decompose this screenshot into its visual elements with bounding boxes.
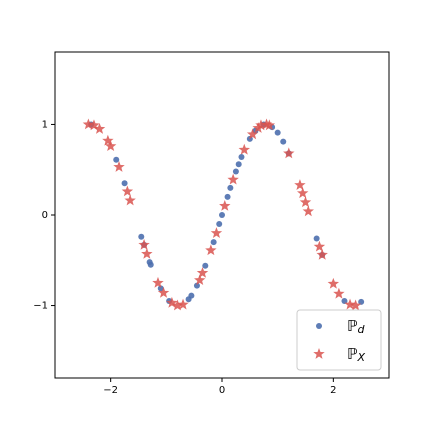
point — [102, 134, 114, 146]
legend-marker — [313, 348, 325, 359]
point — [157, 286, 170, 298]
point — [152, 276, 164, 288]
point — [274, 129, 281, 136]
legend: ℙd ℙX — [296, 309, 382, 371]
point — [216, 221, 223, 228]
point — [188, 292, 195, 299]
point — [358, 298, 365, 305]
point — [147, 261, 154, 268]
point — [210, 239, 217, 246]
point — [313, 235, 320, 242]
point — [313, 240, 326, 252]
point — [238, 143, 250, 155]
point — [327, 277, 340, 289]
x-tick-label: 0 — [219, 385, 225, 396]
point — [227, 184, 234, 191]
point — [341, 298, 348, 305]
x-tick-label: −2 — [103, 385, 118, 396]
point — [104, 140, 117, 152]
x-tick-label: 2 — [330, 385, 336, 396]
point — [227, 173, 239, 185]
point — [299, 196, 312, 208]
point — [280, 138, 287, 145]
point — [88, 119, 100, 131]
point — [283, 147, 295, 159]
point — [232, 168, 239, 175]
point — [177, 298, 189, 310]
point — [344, 298, 356, 310]
point — [171, 299, 184, 311]
point — [294, 179, 306, 190]
point — [121, 185, 134, 197]
point — [166, 296, 178, 308]
point — [205, 244, 217, 256]
point — [93, 122, 106, 134]
point — [297, 187, 309, 199]
point — [246, 128, 259, 140]
point — [219, 212, 225, 218]
point — [219, 199, 231, 211]
point — [113, 161, 125, 172]
point — [263, 119, 276, 131]
point — [302, 205, 314, 217]
point — [255, 119, 267, 131]
point — [193, 282, 200, 289]
point — [121, 180, 128, 187]
point — [202, 262, 209, 269]
y-tick-label: 0 — [42, 210, 48, 221]
y-tick-label: 1 — [42, 119, 48, 130]
point — [349, 299, 362, 311]
point — [82, 118, 95, 130]
point — [235, 161, 242, 168]
point — [138, 233, 145, 240]
point — [157, 285, 164, 292]
point — [138, 238, 150, 250]
point — [238, 154, 245, 161]
point — [316, 248, 328, 260]
legend-label: ℙX — [347, 345, 366, 365]
plot-frame — [54, 51, 390, 379]
y-tick-label: −1 — [33, 301, 48, 312]
point — [224, 193, 231, 200]
point — [196, 266, 209, 278]
point — [141, 247, 153, 259]
legend-marker — [316, 323, 322, 329]
legend-label: ℙd — [347, 317, 366, 337]
point — [210, 227, 223, 238]
point — [252, 122, 264, 133]
legend-box — [296, 309, 382, 371]
point — [194, 274, 206, 286]
point — [333, 287, 345, 299]
point — [124, 194, 136, 206]
point — [113, 156, 120, 163]
